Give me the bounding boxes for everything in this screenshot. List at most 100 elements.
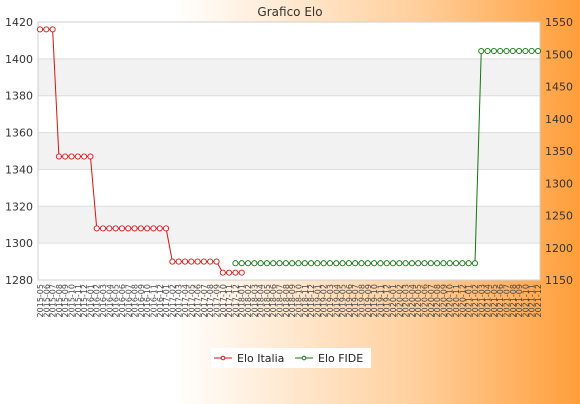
data-point-elo-fide — [389, 260, 397, 267]
data-point-elo-italia — [144, 225, 151, 232]
data-point-elo-fide — [339, 260, 346, 267]
right-axis-tick-label: 1350 — [545, 145, 573, 158]
data-point-elo-italia — [213, 258, 220, 265]
x-axis-tick-label: 2019-01 — [313, 284, 322, 317]
data-point-elo-italia — [118, 225, 125, 232]
x-axis-tick-label: 2020-03 — [402, 284, 411, 317]
data-point-elo-italia — [125, 225, 132, 232]
x-axis-tick-label: 2018-12 — [307, 284, 316, 317]
data-point-elo-fide — [257, 260, 264, 267]
left-axis-tick-label: 1420 — [5, 16, 33, 29]
x-axis-tick-label: 2017-07 — [200, 284, 209, 317]
data-point-elo-fide — [377, 260, 384, 267]
x-axis-tick-label: 2019-09 — [364, 284, 373, 317]
data-point-elo-fide — [358, 260, 365, 267]
x-axis-tick-label: 2020-08 — [433, 284, 442, 317]
data-point-elo-fide — [289, 260, 296, 267]
right-axis-tick-label: 1550 — [545, 16, 573, 29]
data-point-elo-fide — [452, 260, 460, 267]
x-axis-tick-label: 2019-10 — [370, 284, 379, 317]
x-axis-tick-label: 2021-12 — [534, 284, 543, 317]
plot-frame — [37, 21, 541, 281]
data-point-elo-fide — [244, 260, 252, 267]
data-point-elo-italia — [188, 258, 195, 265]
grid-band — [38, 132, 540, 170]
data-point-elo-fide — [415, 260, 422, 267]
x-axis-tick-label: 2018-04 — [257, 284, 266, 317]
data-point-elo-fide — [251, 260, 258, 267]
x-axis-tick-label: 2017-03 — [175, 284, 184, 317]
x-axis-tick-label: 2021-06 — [496, 284, 505, 317]
data-point-elo-italia — [36, 26, 44, 33]
x-axis-tick-label: 2019-12 — [383, 284, 392, 317]
x-axis-tick-label: 2019-03 — [326, 284, 335, 317]
data-point-elo-fide — [333, 260, 340, 267]
x-axis-tick-label: 2015-07 — [49, 284, 58, 317]
data-point-elo-italia — [207, 258, 214, 265]
data-point-elo-italia — [163, 225, 170, 232]
data-point-elo-italia — [99, 225, 107, 232]
data-point-elo-italia — [112, 225, 119, 232]
data-point-elo-fide — [440, 260, 447, 267]
x-axis-tick-label: 2016-11 — [149, 284, 158, 317]
x-axis-tick-label: 2021-02 — [471, 284, 480, 317]
data-point-elo-fide — [484, 47, 491, 55]
x-axis-tick-label: 2017-04 — [181, 284, 190, 317]
x-axis-tick-label: 2018-08 — [282, 284, 291, 317]
x-axis-tick-label: 2017-09 — [213, 284, 222, 317]
x-axis-tick-label: 2017-02 — [168, 284, 177, 317]
legend-box — [211, 348, 371, 368]
left-axis-tick-label: 1340 — [5, 163, 33, 176]
left-axis-tick-label: 1400 — [5, 53, 33, 66]
x-axis-tick-label: 2021-08 — [509, 284, 518, 317]
data-point-elo-fide — [427, 260, 434, 267]
x-axis-tick-label: 2021-11 — [528, 284, 537, 317]
data-point-elo-italia — [43, 26, 50, 33]
left-axis-tick-label: 1320 — [5, 200, 33, 213]
x-axis-tick-label: 2018-09 — [288, 284, 297, 317]
x-axis-tick-label: 2016-03 — [99, 284, 108, 317]
x-axis-tick-label: 2016-09 — [137, 284, 146, 317]
x-axis-tick-label: 2021-07 — [502, 284, 511, 317]
x-axis-tick-label: 2020-10 — [446, 284, 455, 317]
data-point-elo-fide — [478, 47, 485, 55]
grid-band — [38, 58, 540, 96]
x-axis-tick-label: 2018-06 — [269, 284, 278, 317]
right-axis-tick-label: 1150 — [545, 274, 573, 287]
data-point-elo-italia — [181, 258, 189, 265]
x-axis-tick-label: 2017-08 — [206, 284, 215, 317]
x-axis-tick-label: 2019-02 — [320, 284, 329, 317]
data-point-elo-fide — [534, 47, 542, 55]
x-axis-tick-label: 2017-12 — [231, 284, 240, 317]
x-axis-tick-label: 2021-05 — [490, 284, 499, 317]
x-axis-tick-label: 2018-10 — [294, 284, 303, 317]
data-point-elo-fide — [471, 260, 479, 267]
x-axis-tick-label: 2020-01 — [389, 284, 398, 317]
x-axis-tick-label: 2017-01 — [162, 284, 171, 317]
data-point-elo-fide — [522, 47, 529, 55]
x-axis-tick-label: 2019-05 — [339, 284, 348, 317]
data-point-elo-fide — [465, 260, 472, 267]
data-point-elo-italia — [169, 258, 176, 265]
x-axis-tick-label: 2020-04 — [408, 284, 417, 317]
data-point-elo-fide — [408, 260, 415, 267]
data-point-elo-fide — [446, 260, 453, 267]
x-axis-tick-label: 2016-07 — [124, 284, 133, 317]
x-axis-tick-label: 2020-02 — [395, 284, 404, 317]
data-point-elo-fide — [434, 260, 441, 267]
data-point-elo-italia — [150, 225, 157, 232]
x-axis-tick-label: 2017-06 — [194, 284, 203, 317]
x-axis-tick-label: 2019-06 — [345, 284, 354, 317]
grid-band — [38, 206, 540, 244]
left-axis-tick-label: 1360 — [5, 127, 33, 140]
x-axis-tick-label: 2018-07 — [276, 284, 285, 317]
x-axis-tick-label: 2020-06 — [421, 284, 430, 317]
legend-marker-elo-italia — [220, 355, 226, 361]
data-point-elo-fide — [352, 260, 359, 267]
x-axis-tick-label: 2018-11 — [301, 284, 310, 317]
x-axis-tick-label: 2015-09 — [61, 284, 70, 317]
x-axis-tick-label: 2021-01 — [465, 284, 474, 317]
x-axis-tick-label: 2021-04 — [484, 284, 493, 317]
data-point-elo-italia — [156, 225, 163, 232]
